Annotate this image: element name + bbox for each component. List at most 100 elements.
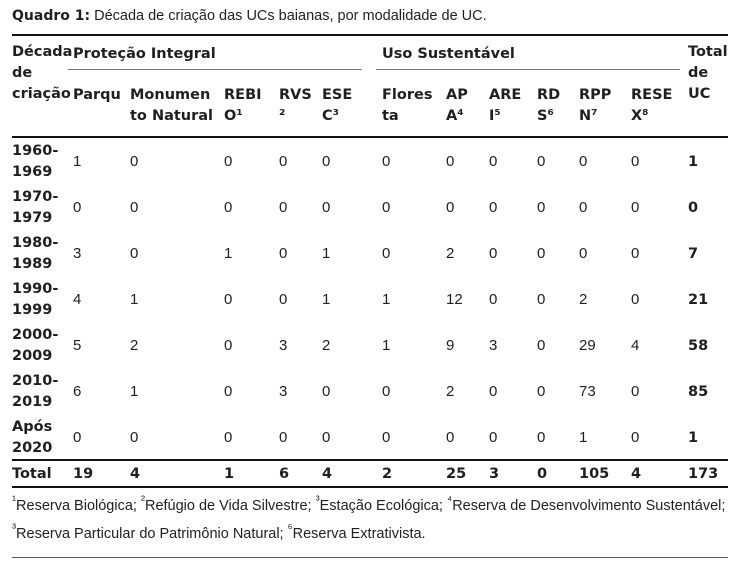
table-cell: 0 [382,429,391,446]
total-row-cell: 0 [537,466,548,482]
table-cell: 0 [382,383,391,400]
decade-line: 1970- [12,189,59,205]
table-cell: 4 [631,337,640,354]
row-decade-label: Após 2020 [12,417,70,459]
header-col-line1: RVS [279,87,312,103]
table-cell: 2 [446,383,455,400]
table-cell: 0 [489,199,498,216]
table-cell: 0 [322,383,331,400]
header-total: Total de UC [688,44,728,102]
table-cell: 29 [579,337,596,354]
footnote-marker-2: ² [140,493,145,507]
decade-line: 1980- [12,235,59,251]
header-col-4: ESE C³ [322,85,352,127]
row-decade-label: 1990- 1999 [12,279,70,321]
table-cell: 0 [537,245,546,262]
total-row-cell: 3 [489,466,500,482]
header-group-sustentavel: Uso Sustentável [382,46,515,62]
table-cell: 0 [73,429,82,446]
decade-line: 1990- [12,281,59,297]
grand-total: 173 [688,466,719,482]
footnote-1: Reserva Biológica; [16,497,141,514]
table-cell: 0 [489,245,498,262]
table-cell: 73 [579,383,596,400]
decade-line: 1960- [12,143,59,159]
table-cell: 0 [279,291,288,308]
table-cell: 1 [224,245,233,262]
total-row-cell: 4 [322,466,333,482]
decade-line: 2019 [12,394,53,410]
header-col-line2: to Natural [130,108,214,124]
table-cell: 6 [73,383,82,400]
table-cell: 1 [322,291,331,308]
row-total: 7 [688,246,699,262]
table-cell: 0 [446,429,455,446]
row-decade-label: 1980- 1989 [12,233,70,275]
table-cell: 0 [489,429,498,446]
decade-line: Após [12,419,53,435]
footnote-marker-4: ⁴ [446,493,453,507]
decade-line: 2000- [12,327,59,343]
footnote-rule [12,557,728,558]
table-cell: 0 [322,429,331,446]
table-cell: 1 [130,291,139,308]
table-cell: 2 [322,337,331,354]
table-cell: 0 [537,429,546,446]
header-col-9: RPP N⁷ [579,85,611,127]
table-cell: 0 [631,199,640,216]
table-cell: 0 [279,429,288,446]
header-col-line1: ESE [322,87,353,103]
header-col-line1: Flores [382,87,433,103]
table-cell: 0 [631,245,640,262]
table-cell: 0 [130,429,139,446]
header-col-line2: S⁶ [537,108,554,124]
table-cell: 0 [382,199,391,216]
row-total: 21 [688,292,709,308]
total-row-cell: 25 [446,466,467,482]
header-col-line1: REBI [224,87,262,103]
decade-line: 1999 [12,302,53,318]
footnote-marker-6: ⁶ [287,520,293,535]
table-cell: 0 [446,153,455,170]
table-cell: 0 [224,429,233,446]
total-row-cell: 6 [279,466,290,482]
table-cell: 0 [130,199,139,216]
row-decade-label: 2010- 2019 [12,371,70,413]
header-col-7: ARE I⁵ [489,85,521,127]
table-cell: 0 [224,337,233,354]
header-col-line2: C³ [322,108,339,124]
row-decade-label: 2000- 2009 [12,325,70,367]
row-total: 1 [688,154,699,170]
table-cell: 1 [382,337,391,354]
table-cell: 0 [579,199,588,216]
header-col-line1: ARE [489,87,522,103]
header-col-line1: RESE [631,87,673,103]
table-cell: 3 [279,383,288,400]
row-total: 85 [688,384,709,400]
table-cell: 0 [382,245,391,262]
footnote-5: Reserva Particular do Patrimônio Natural… [16,525,288,542]
table-cell: 0 [322,199,331,216]
table-cell: 1 [73,153,82,170]
decade-line: 2010- [12,373,59,389]
row-total: 58 [688,338,709,354]
total-row-cell: 19 [73,466,94,482]
header-col-6: AP A⁴ [446,85,468,127]
table-cell: 0 [489,383,498,400]
table-cell: 0 [224,153,233,170]
table-cell: 3 [279,337,288,354]
total-row-cell: 105 [579,466,610,482]
header-col-line2: I⁵ [489,108,501,124]
table-cell: 5 [73,337,82,354]
table-cell: 2 [446,245,455,262]
table-cell: 4 [73,291,82,308]
table-cell: 3 [489,337,498,354]
decade-line: 1969 [12,164,53,180]
table-cell: 0 [130,245,139,262]
table-cell: 9 [446,337,455,354]
row-decade-label: 1970- 1979 [12,187,70,229]
header-col-10: RESE X⁸ [631,85,672,127]
table-cell: 0 [579,245,588,262]
footnote-marker-1: ¹ [12,493,17,507]
footnotes: ¹Reserva Biológica; ²Refúgio de Vida Sil… [12,489,728,545]
